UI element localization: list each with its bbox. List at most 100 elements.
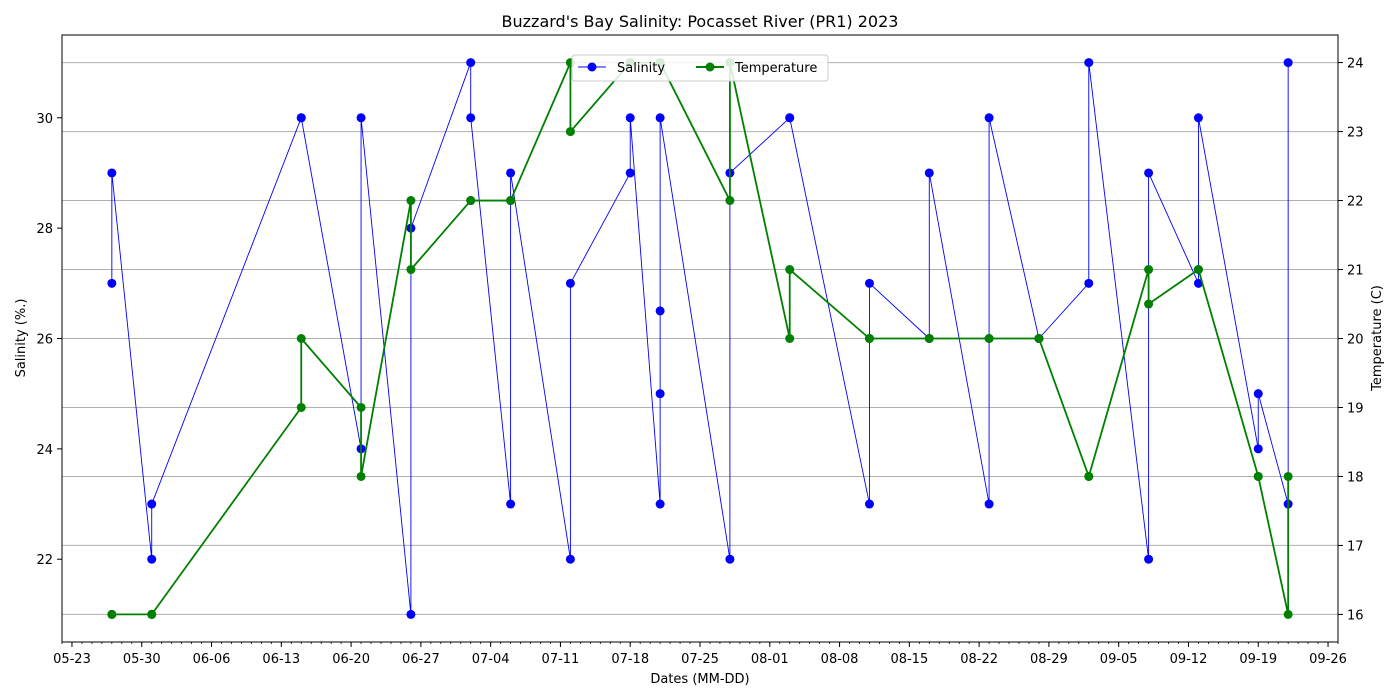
x-tick-label: 06-20 xyxy=(332,652,370,667)
legend-temperature-marker xyxy=(705,62,715,72)
salinity-point xyxy=(1144,168,1154,178)
temperature-point xyxy=(1193,265,1203,275)
x-axis: 05-23 05-30 06-06 06-13 06-20 06-27 07-04 07-11… xyxy=(53,642,1347,667)
temperature-point xyxy=(466,196,476,206)
salinity-point xyxy=(625,113,635,123)
temperature-point xyxy=(1283,609,1293,619)
salinity-point xyxy=(1253,444,1263,454)
y-axis-left-title: Salinity (%.) xyxy=(14,299,29,378)
legend-salinity-label: Salinity xyxy=(617,61,665,76)
salinity-point xyxy=(725,554,735,564)
temperature-point xyxy=(1253,471,1263,481)
salinity-point xyxy=(406,609,416,619)
y-right-tick-label: 19 xyxy=(1347,401,1364,416)
temperature-point xyxy=(356,471,366,481)
legend-salinity-marker xyxy=(587,62,597,72)
salinity-point xyxy=(107,278,117,288)
y-left-tick-label: 28 xyxy=(36,222,53,237)
temperature-point xyxy=(725,196,735,206)
x-tick-label: 08-01 xyxy=(751,652,789,667)
y-right-tick-label: 16 xyxy=(1347,608,1364,623)
x-tick-label: 09-19 xyxy=(1239,652,1277,667)
temperature-point xyxy=(1144,299,1154,309)
legend: Salinity Temperature xyxy=(571,54,829,82)
x-tick-label: 07-11 xyxy=(542,652,580,667)
temperature-point xyxy=(785,334,795,343)
temperature-point xyxy=(984,334,994,343)
x-tick-label: 06-27 xyxy=(402,652,440,667)
salinity-point xyxy=(506,499,516,509)
x-tick-label: 07-18 xyxy=(611,652,649,667)
salinity-point xyxy=(356,113,366,123)
x-tick-label: 05-30 xyxy=(123,652,161,667)
salinity-point xyxy=(107,168,117,178)
y-right-tick-label: 21 xyxy=(1347,264,1364,279)
temperature-point xyxy=(296,334,306,343)
salinity-point xyxy=(296,113,306,123)
y-axis-right: 16 17 18 19 20 21 22 23 24 xyxy=(1338,57,1364,623)
salinity-point xyxy=(1084,58,1094,68)
x-tick-label: 05-23 xyxy=(53,652,91,667)
y-axis-left: 22 24 26 28 30 xyxy=(36,112,62,568)
x-tick-label: 07-04 xyxy=(472,652,510,667)
salinity-point xyxy=(1144,554,1154,564)
salinity-point xyxy=(1084,278,1094,288)
salinity-point xyxy=(984,113,994,123)
salinity-point xyxy=(466,113,476,123)
temperature-point xyxy=(864,334,874,343)
temperature-point xyxy=(785,265,795,275)
x-tick-label: 08-22 xyxy=(960,652,998,667)
temperature-point xyxy=(107,609,117,619)
y-right-tick-label: 20 xyxy=(1347,333,1364,348)
temperature-point xyxy=(565,127,575,137)
y-right-tick-label: 22 xyxy=(1347,195,1364,210)
salinity-point xyxy=(1193,278,1203,288)
salinity-point xyxy=(506,168,516,178)
temperature-point xyxy=(406,196,416,206)
x-tick-label: 08-15 xyxy=(890,652,928,667)
salinity-point xyxy=(924,168,934,178)
salinity-point xyxy=(655,389,665,399)
y-left-tick-label: 22 xyxy=(36,553,53,568)
temperature-point xyxy=(406,265,416,275)
y-right-tick-label: 24 xyxy=(1347,57,1364,72)
salinity-point xyxy=(1253,389,1263,399)
y-right-tick-label: 17 xyxy=(1347,539,1364,554)
salinity-point xyxy=(565,554,575,564)
temperature-point xyxy=(147,609,157,619)
salinity-point xyxy=(1283,58,1293,68)
y-right-tick-label: 18 xyxy=(1347,470,1364,485)
salinity-point xyxy=(984,499,994,509)
salinity-point xyxy=(864,499,874,509)
x-tick-label: 06-13 xyxy=(262,652,300,667)
temperature-point xyxy=(1034,334,1044,343)
x-tick-label: 07-25 xyxy=(681,652,719,667)
x-tick-label: 08-29 xyxy=(1030,652,1068,667)
salinity-point xyxy=(1193,113,1203,123)
x-tick-label: 09-26 xyxy=(1309,652,1347,667)
legend-temperature-label: Temperature xyxy=(734,61,817,76)
chart-title: Buzzard's Bay Salinity: Pocasset River (… xyxy=(502,12,899,31)
salinity-point xyxy=(655,499,665,509)
y-axis-right-title: Temperature (C) xyxy=(1370,285,1385,392)
y-left-tick-label: 30 xyxy=(36,112,53,127)
salinity-point xyxy=(655,113,665,123)
salinity-point xyxy=(655,306,665,316)
temperature-point xyxy=(924,334,934,343)
salinity-point xyxy=(625,168,635,178)
temperature-point xyxy=(296,402,306,412)
x-tick-label: 08-08 xyxy=(821,652,859,667)
temperature-point xyxy=(1283,471,1293,481)
salinity-point xyxy=(864,278,874,288)
x-axis-title: Dates (MM-DD) xyxy=(650,672,749,687)
salinity-point xyxy=(147,554,157,564)
y-right-tick-label: 23 xyxy=(1347,126,1364,141)
y-left-tick-label: 26 xyxy=(36,333,53,348)
x-tick-label: 09-05 xyxy=(1100,652,1138,667)
salinity-point xyxy=(785,113,795,123)
temperature-point xyxy=(356,402,366,412)
salinity-point xyxy=(466,58,476,68)
temperature-point xyxy=(506,196,516,206)
